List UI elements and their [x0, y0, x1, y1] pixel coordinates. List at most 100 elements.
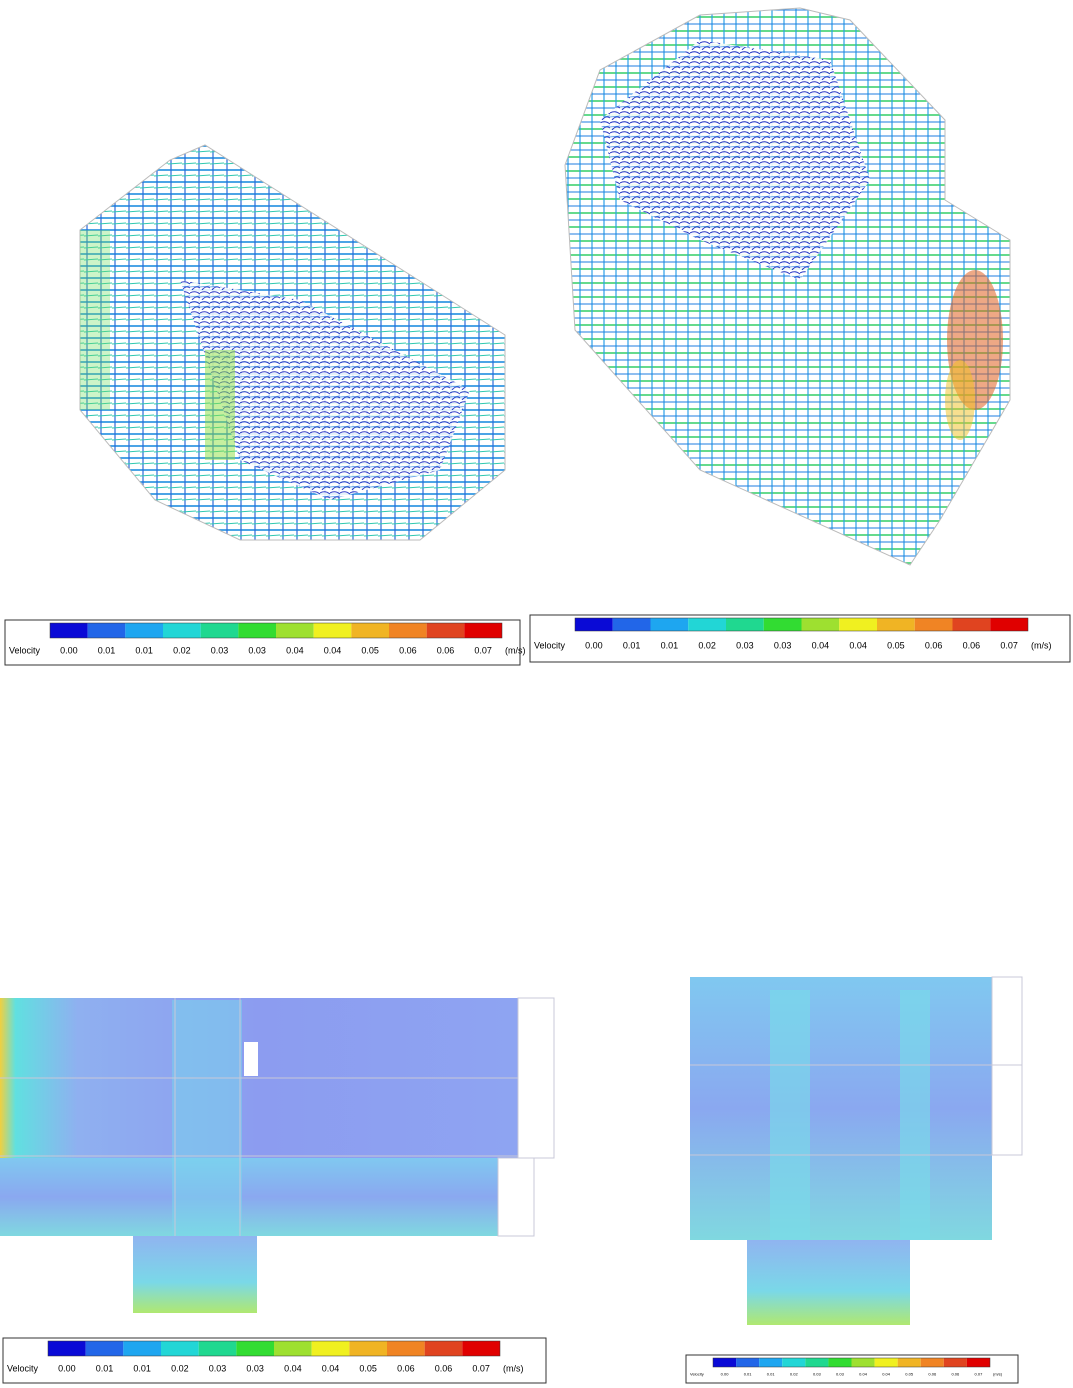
colorbar-label: Velocity [690, 1372, 704, 1377]
colorbar-tick-label: 0.01 [96, 1363, 114, 1373]
colorbar-tick-label: 0.03 [211, 645, 229, 655]
colorbar-tick-label: 0.01 [661, 640, 679, 650]
color-swatch [198, 1341, 237, 1356]
velocity-contour-1 [0, 997, 555, 1313]
colorbar-tick-label: 0.05 [887, 640, 905, 650]
colorbar-outline [49, 622, 503, 639]
color-swatch [828, 1358, 852, 1367]
colorbar-tick-label: 0.02 [173, 645, 191, 655]
colorbar-tick-label: 0.02 [171, 1363, 189, 1373]
color-swatch [311, 1341, 350, 1356]
colorbar-tick-label: 0.03 [836, 1372, 845, 1377]
color-swatch [782, 1358, 806, 1367]
colorbar-tick-label: 0.01 [744, 1372, 753, 1377]
colorbar-unit: (m/s) [993, 1372, 1003, 1377]
color-swatch [85, 1341, 124, 1356]
color-swatch [990, 618, 1028, 631]
color-swatch [464, 623, 502, 638]
color-swatch [125, 623, 163, 638]
colorbar-tick-label: 0.02 [790, 1372, 799, 1377]
color-swatch [952, 618, 991, 631]
color-swatch [48, 1341, 86, 1356]
color-swatch [874, 1358, 898, 1367]
colorbar-tick-label: 0.04 [882, 1372, 891, 1377]
colorbar-tick-label: 0.03 [813, 1372, 822, 1377]
color-swatch [759, 1358, 783, 1367]
colorbar-unit: (m/s) [1031, 640, 1052, 650]
color-swatch [274, 1341, 312, 1356]
colorbar-tick-label: 0.06 [399, 645, 417, 655]
colorbar-tick-label: 0.07 [474, 645, 492, 655]
colorbar-tick-label: 0.07 [1000, 640, 1018, 650]
colorbar-tick-label: 0.04 [849, 640, 867, 650]
colorbar-tick-label: 0.03 [246, 1363, 264, 1373]
colorbar-tick-label: 0.04 [812, 640, 830, 650]
color-swatch [726, 618, 764, 631]
colorbar-tick-label: 0.07 [975, 1372, 984, 1377]
color-swatch [575, 618, 613, 631]
colorbar-tick-label: 0.02 [698, 640, 716, 650]
color-swatch [200, 623, 239, 638]
color-swatch [966, 1358, 990, 1367]
color-swatch [87, 623, 126, 638]
color-swatch [236, 1341, 274, 1356]
color-swatch [805, 1358, 829, 1367]
color-swatch [426, 623, 465, 638]
colorbar-tick-label: 0.06 [951, 1372, 960, 1377]
color-swatch [713, 1358, 737, 1367]
color-swatch [50, 623, 88, 638]
color-swatch [920, 1358, 944, 1367]
colorbar-tick-label: 0.03 [209, 1363, 227, 1373]
colorbar-tick-label: 0.01 [623, 640, 641, 650]
color-swatch [163, 623, 201, 638]
colorbar-tick-label: 0.00 [585, 640, 603, 650]
flow-visualization-1 [79, 144, 506, 541]
color-swatch [839, 618, 877, 631]
color-swatch [123, 1341, 161, 1356]
colorbar-label: Velocity [7, 1363, 39, 1373]
colorbar-tick-label: 0.04 [286, 645, 304, 655]
colorbar-tick-label: 0.00 [721, 1372, 730, 1377]
colorbar-tick-label: 0.03 [736, 640, 754, 650]
color-swatch [387, 1341, 425, 1356]
colorbar-tick-label: 0.04 [324, 645, 342, 655]
velocity-contour-2 [690, 976, 1023, 1325]
colorbar-tick-label: 0.06 [397, 1363, 415, 1373]
color-swatch [650, 618, 689, 631]
colorbar-tick-label: 0.06 [963, 640, 981, 650]
colorbar-outline [712, 1357, 991, 1368]
color-swatch [612, 618, 651, 631]
colorbar-tick-label: 0.01 [98, 645, 116, 655]
colorbar-tick-label: 0.01 [133, 1363, 151, 1373]
colorbar-tick-label: 0.06 [928, 1372, 937, 1377]
colorbar-tick-label: 0.01 [135, 645, 153, 655]
color-swatch [389, 623, 427, 638]
colorbar-tick-label: 0.05 [359, 1363, 377, 1373]
color-swatch [801, 618, 840, 631]
colorbar-tick-label: 0.04 [284, 1363, 302, 1373]
colorbar-tick-label: 0.04 [859, 1372, 868, 1377]
colorbar-tick-label: 0.06 [435, 1363, 453, 1373]
colorbar-tick-label: 0.00 [60, 645, 78, 655]
color-swatch [462, 1341, 500, 1356]
color-swatch [736, 1358, 760, 1367]
colorbar-tick-label: 0.06 [437, 645, 455, 655]
colorbar-tick-label: 0.00 [58, 1363, 76, 1373]
flow-visualization-2 [564, 7, 1011, 566]
color-swatch [943, 1358, 967, 1367]
colorbar-label: Velocity [9, 645, 41, 655]
color-swatch [914, 618, 953, 631]
color-swatch [763, 618, 802, 631]
colorbar-tick-label: 0.07 [472, 1363, 490, 1373]
color-swatch [313, 623, 352, 638]
color-swatch [851, 1358, 875, 1367]
color-swatch [688, 618, 726, 631]
colorbar-outline [574, 617, 1029, 632]
colorbar-tick-label: 0.03 [774, 640, 792, 650]
colorbar-outline [47, 1340, 501, 1357]
colorbar-tick-label: 0.01 [767, 1372, 776, 1377]
color-swatch [424, 1341, 463, 1356]
color-swatch [351, 623, 389, 638]
